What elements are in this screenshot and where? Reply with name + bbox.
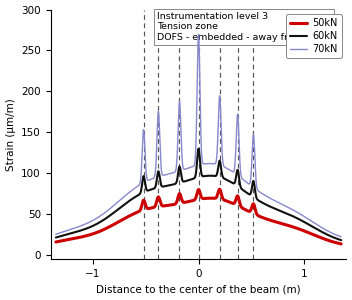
60kN — [54, 236, 58, 239]
60kN — [193, 176, 197, 180]
70kN — [54, 232, 58, 236]
60kN — [185, 179, 189, 182]
60kN — [331, 236, 335, 239]
Y-axis label: Strain (μm/m): Strain (μm/m) — [6, 98, 15, 171]
70kN — [331, 232, 335, 235]
50kN — [278, 221, 283, 225]
50kN — [331, 240, 335, 244]
Line: 60kN: 60kN — [56, 149, 341, 240]
60kN — [331, 236, 335, 239]
50kN — [339, 242, 343, 246]
50kN — [331, 240, 335, 244]
60kN — [339, 238, 343, 242]
70kN — [339, 235, 343, 238]
70kN — [331, 232, 335, 236]
50kN — [193, 198, 197, 202]
50kN — [54, 240, 58, 244]
Legend: 50kN, 60kN, 70kN: 50kN, 60kN, 70kN — [286, 14, 341, 58]
X-axis label: Distance to the center of the beam (m): Distance to the center of the beam (m) — [96, 284, 301, 294]
50kN — [185, 200, 189, 204]
60kN — [68, 232, 73, 235]
Line: 70kN: 70kN — [56, 34, 341, 237]
50kN — [218, 188, 222, 191]
50kN — [68, 237, 73, 241]
Text: Instrumentation level 3
Tension zone
DOFS - embedded - away from rebar: Instrumentation level 3 Tension zone DOF… — [157, 12, 331, 42]
70kN — [278, 202, 283, 206]
Line: 50kN: 50kN — [56, 189, 341, 244]
60kN — [196, 147, 201, 151]
70kN — [185, 167, 189, 170]
70kN — [196, 32, 201, 36]
60kN — [278, 209, 283, 213]
70kN — [193, 162, 197, 166]
70kN — [68, 228, 73, 231]
